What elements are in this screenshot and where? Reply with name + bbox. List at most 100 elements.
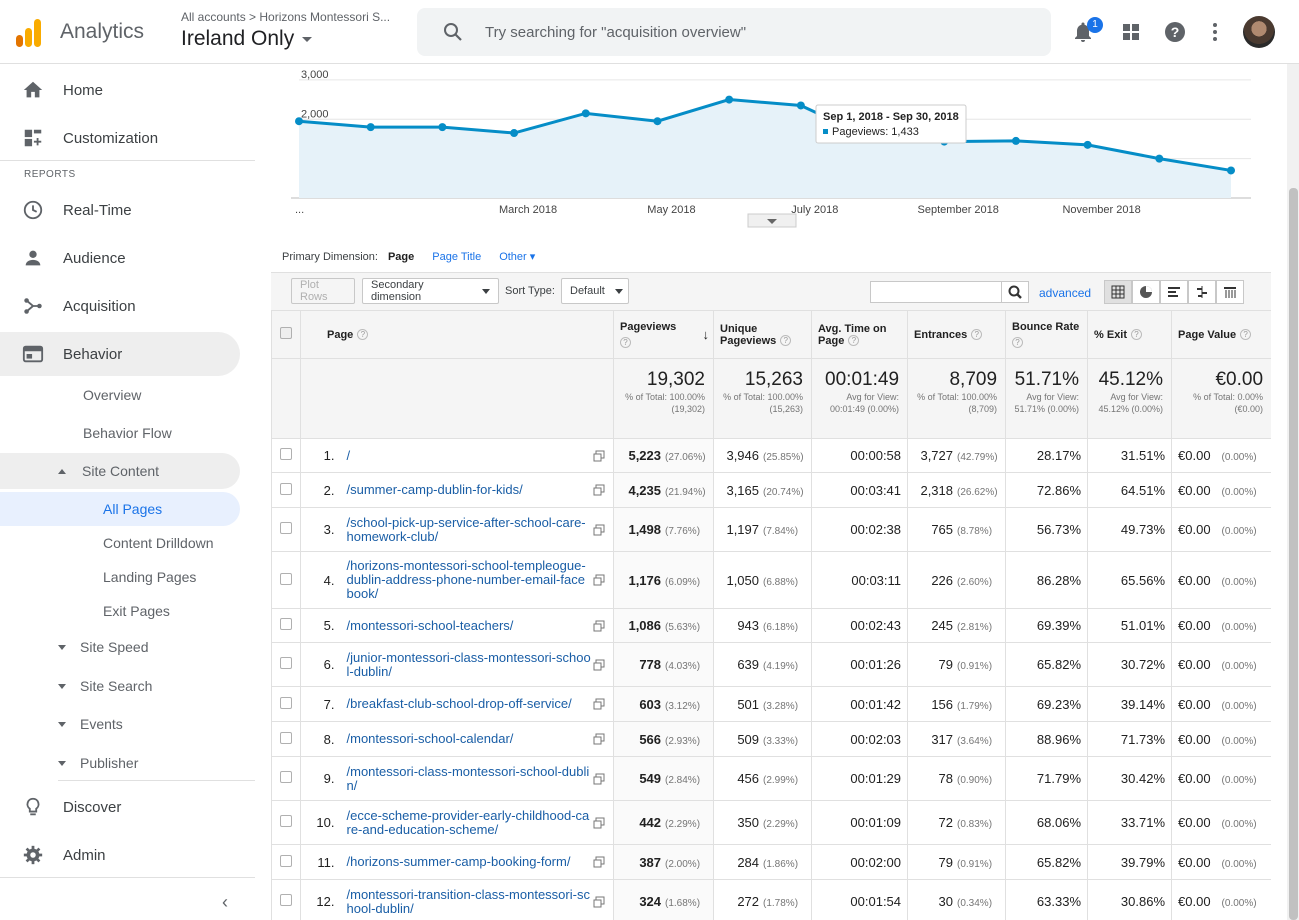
sidebar-item-landing-pages[interactable]: Landing Pages bbox=[103, 569, 197, 585]
open-external-icon[interactable] bbox=[593, 698, 605, 710]
page-path-link[interactable]: /school-pick-up-service-after-school-car… bbox=[346, 514, 586, 544]
row-checkbox[interactable] bbox=[280, 815, 292, 827]
open-external-icon[interactable] bbox=[593, 450, 605, 462]
pivot-view-button[interactable] bbox=[1216, 280, 1244, 304]
open-external-icon[interactable] bbox=[593, 896, 605, 908]
sidebar-item-overview[interactable]: Overview bbox=[83, 387, 142, 403]
header-page-value[interactable]: Page Value? bbox=[1171, 310, 1271, 359]
table-view-button[interactable] bbox=[1104, 280, 1132, 304]
row-checkbox[interactable] bbox=[280, 894, 292, 906]
row-checkbox[interactable] bbox=[280, 482, 292, 495]
collapse-sidebar-icon[interactable]: ‹ bbox=[222, 892, 228, 912]
page-path-link[interactable]: /breakfast-club-school-drop-off-service/ bbox=[346, 696, 572, 711]
open-external-icon[interactable] bbox=[593, 817, 605, 829]
help-icon[interactable]: ? bbox=[971, 329, 983, 341]
sidebar-item-site-content[interactable]: Site Content bbox=[0, 453, 240, 489]
help-icon[interactable]: ? bbox=[848, 335, 860, 347]
header-entrances[interactable]: Entrances? bbox=[907, 310, 1007, 359]
open-external-icon[interactable] bbox=[593, 484, 605, 496]
open-external-icon[interactable] bbox=[593, 856, 605, 868]
comparison-view-button[interactable] bbox=[1188, 280, 1216, 304]
page-path-link[interactable]: /junior-montessori-class-montessori-scho… bbox=[346, 649, 591, 679]
dimension-other[interactable]: Other ▾ bbox=[499, 251, 536, 263]
sidebar-item-realtime[interactable]: Real-Time bbox=[0, 188, 240, 232]
plot-rows-button[interactable]: Plot Rows bbox=[291, 278, 355, 304]
sidebar-item-behavior[interactable]: Behavior bbox=[0, 332, 240, 376]
header-bounce-rate[interactable]: Bounce Rate? bbox=[1005, 310, 1089, 359]
table-filter-search-button[interactable] bbox=[1001, 281, 1029, 303]
header-exit[interactable]: % Exit? bbox=[1087, 310, 1173, 359]
search-input[interactable] bbox=[485, 20, 1025, 44]
sidebar-item-customization[interactable]: Customization bbox=[0, 116, 240, 160]
header-pageviews[interactable]: Pageviews? ↓ bbox=[613, 310, 715, 359]
sidebar-item-events[interactable]: Events bbox=[58, 707, 123, 741]
select-all-checkbox[interactable] bbox=[280, 327, 292, 339]
apps-grid-icon[interactable] bbox=[1119, 20, 1143, 44]
sidebar-item-exit-pages[interactable]: Exit Pages bbox=[103, 603, 170, 619]
user-avatar[interactable] bbox=[1243, 16, 1275, 48]
sidebar-item-acquisition[interactable]: Acquisition bbox=[0, 284, 240, 328]
table-filter-input[interactable] bbox=[870, 281, 1002, 303]
page-path-link[interactable]: /montessori-school-teachers/ bbox=[346, 617, 514, 633]
help-icon[interactable]: ? bbox=[1012, 337, 1024, 348]
sidebar-item-home[interactable]: Home bbox=[0, 68, 240, 112]
open-external-icon[interactable] bbox=[593, 574, 605, 586]
page-path-link[interactable]: /horizons-summer-camp-booking-form/ bbox=[346, 854, 571, 869]
page-path-link[interactable]: /ecce-scheme-provider-early-childhood-ca… bbox=[346, 807, 590, 837]
help-icon[interactable]: ? bbox=[357, 329, 369, 341]
search-bar[interactable] bbox=[417, 8, 1051, 56]
advanced-filter-link[interactable]: advanced bbox=[1039, 286, 1092, 300]
sidebar-item-discover[interactable]: Discover bbox=[0, 785, 240, 829]
row-checkbox[interactable] bbox=[280, 448, 292, 460]
sidebar-item-admin[interactable]: Admin bbox=[0, 833, 240, 877]
data-point bbox=[510, 129, 519, 138]
dimension-page[interactable]: Page bbox=[387, 250, 415, 263]
bounce-rate-cell: 68.06% bbox=[1005, 800, 1089, 845]
page-path-link[interactable]: /montessori-school-calendar/ bbox=[346, 731, 514, 746]
row-checkbox[interactable] bbox=[280, 771, 292, 783]
page-path-link[interactable]: /summer-camp-dublin-for-kids/ bbox=[346, 482, 523, 497]
page-path-link[interactable]: /horizons-montessori-school-templeogue-d… bbox=[346, 558, 586, 601]
more-vert-icon[interactable] bbox=[1203, 20, 1227, 44]
secondary-dimension-select[interactable]: Secondary dimension bbox=[362, 278, 499, 304]
help-icon[interactable]: ? bbox=[780, 335, 792, 347]
row-checkbox[interactable] bbox=[280, 618, 292, 630]
header-unique-pageviews[interactable]: Unique Pageviews? bbox=[713, 310, 813, 359]
header-avg-time[interactable]: Avg. Time on Page? bbox=[811, 310, 909, 359]
sidebar-item-behavior-flow[interactable]: Behavior Flow bbox=[83, 425, 172, 441]
sidebar-item-site-search[interactable]: Site Search bbox=[58, 669, 152, 703]
open-external-icon[interactable] bbox=[593, 733, 605, 745]
row-checkbox[interactable] bbox=[280, 731, 292, 744]
entrances-pct: (8.78%) bbox=[957, 526, 993, 537]
help-icon[interactable]: ? bbox=[1240, 329, 1252, 341]
page-path-link[interactable]: /montessori-class-montessori-school-dubl… bbox=[346, 763, 590, 793]
row-checkbox[interactable] bbox=[280, 572, 292, 585]
scrollbar-thumb[interactable] bbox=[1289, 188, 1298, 920]
help-icon[interactable]: ? bbox=[1131, 329, 1143, 341]
open-external-icon[interactable] bbox=[593, 659, 605, 671]
view-selector[interactable]: Ireland Only bbox=[181, 27, 313, 51]
help-icon[interactable]: ? bbox=[620, 337, 632, 348]
analytics-logo-icon[interactable] bbox=[14, 18, 44, 48]
sort-type-select[interactable]: Default bbox=[561, 278, 629, 304]
sidebar-item-audience[interactable]: Audience bbox=[0, 236, 240, 280]
header-page[interactable]: Page? bbox=[299, 310, 615, 359]
page-path-link[interactable]: / bbox=[346, 447, 351, 463]
row-checkbox[interactable] bbox=[280, 696, 292, 709]
row-checkbox[interactable] bbox=[280, 854, 292, 867]
open-external-icon[interactable] bbox=[593, 524, 605, 536]
sidebar-item-site-speed[interactable]: Site Speed bbox=[58, 630, 149, 664]
open-external-icon[interactable] bbox=[593, 620, 605, 632]
pie-view-button[interactable] bbox=[1132, 280, 1160, 304]
sidebar-item-all-pages[interactable]: All Pages bbox=[0, 492, 240, 526]
help-icon[interactable]: ? bbox=[1163, 20, 1187, 44]
sidebar-item-publisher[interactable]: Publisher bbox=[58, 746, 138, 780]
performance-view-button[interactable] bbox=[1160, 280, 1188, 304]
sidebar-item-content-drilldown[interactable]: Content Drilldown bbox=[103, 535, 214, 551]
account-breadcrumb[interactable]: All accounts > Horizons Montessori S... bbox=[181, 10, 391, 24]
row-checkbox[interactable] bbox=[280, 522, 292, 534]
open-external-icon[interactable] bbox=[593, 773, 605, 785]
dimension-page-title[interactable]: Page Title bbox=[432, 250, 482, 263]
page-path-link[interactable]: /montessori-transition-class-montessori-… bbox=[346, 886, 590, 916]
row-checkbox[interactable] bbox=[280, 657, 292, 669]
